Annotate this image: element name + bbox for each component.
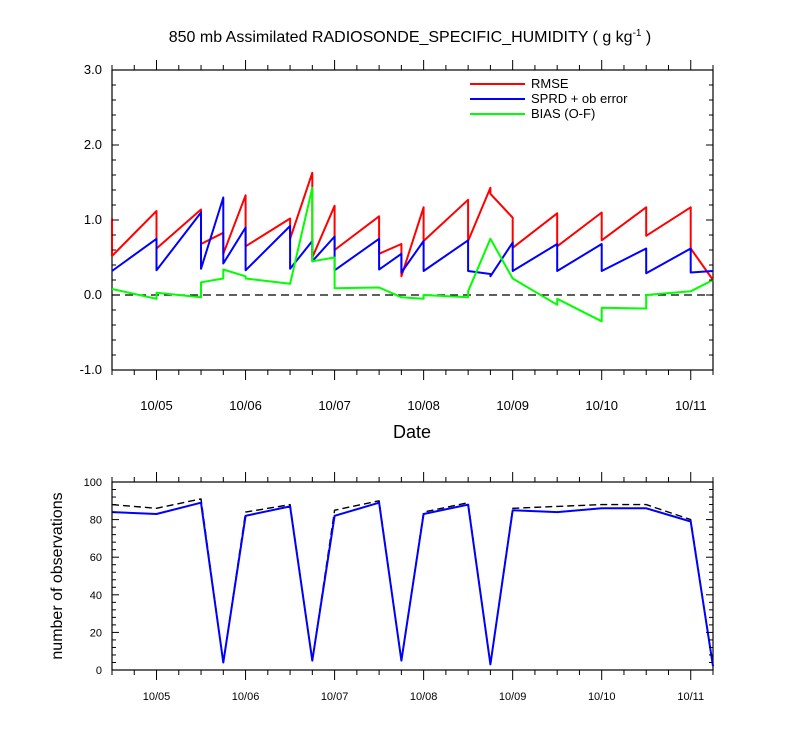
x-tick-label: 10/06 [232,691,260,703]
x-tick-label: 10/08 [407,398,440,413]
rmse-panel: -1.0 0.0 1.0 2.0 3.0 10/05 10/06 10/07 10/08 10/0… [80,60,714,442]
y-axis-label: number of observations [49,492,66,659]
y-tick-label: 2.0 [84,137,102,152]
x-tick-label: 10/07 [318,398,351,413]
x-tick-label: 10/09 [496,398,529,413]
x-tick-label: 10/10 [585,398,618,413]
x-tick-label: 10/07 [321,691,349,703]
series-line-assimilated-observations [111,501,714,667]
y-tick-label: 40 [90,590,102,602]
x-tick-label: 10/10 [588,691,616,703]
chart-title-close: ) [641,29,651,46]
x-axis-label: Date [393,422,431,442]
rmse-series-group [111,171,714,323]
x-tick-label: 10/11 [675,398,707,413]
chart-title-text: 850 mb Assimilated RADIOSONDE_SPECIFIC_H… [169,29,633,46]
legend-label-bias-o-f: BIAS (O-F) [531,106,595,121]
x-tick-label: 10/06 [229,398,262,413]
y-tick-label: 3.0 [84,62,102,77]
y-tick-label: 0.0 [84,287,102,302]
series-line-sprd-ob-error [111,196,714,278]
rmse-plot-frame [111,69,714,371]
y-tick-label: 60 [90,552,102,564]
y-tick-label: 0 [96,665,102,677]
y-tick-label: 20 [90,627,102,639]
series-line-bias-o-f [111,186,714,323]
x-tick-label: 10/11 [677,691,704,703]
x-tick-label: 10/05 [140,398,173,413]
x-tick-label: 10/09 [499,691,527,703]
observations-series-group [111,498,714,667]
chart-title: 850 mb Assimilated RADIOSONDE_SPECIFIC_H… [169,28,652,46]
x-tick-label: 10/05 [143,691,171,703]
x-tick-label: 10/08 [410,691,438,703]
rmse-axis-ticks: -1.0 0.0 1.0 2.0 3.0 10/05 10/06 10/07 10/08 10/0… [80,60,714,413]
observations-plot-frame [111,481,714,671]
legend-label-rmse: RMSE [531,76,569,91]
legend-label-sprd-ob-error: SPRD + ob error [531,91,628,106]
y-tick-label: -1.0 [80,362,102,377]
chart-title-superscript: -1 [633,28,642,39]
observations-axis-ticks: 0 20 40 60 80 100 10/05 10/06 10/07 10/08 10/09 10/… [84,472,714,703]
y-tick-label: 100 [84,477,102,489]
y-tick-label: 1.0 [84,212,102,227]
y-tick-label: 80 [90,515,102,527]
observations-panel: 0 20 40 60 80 100 10/05 10/06 10/07 10/08 10/09 10/… [49,472,714,703]
